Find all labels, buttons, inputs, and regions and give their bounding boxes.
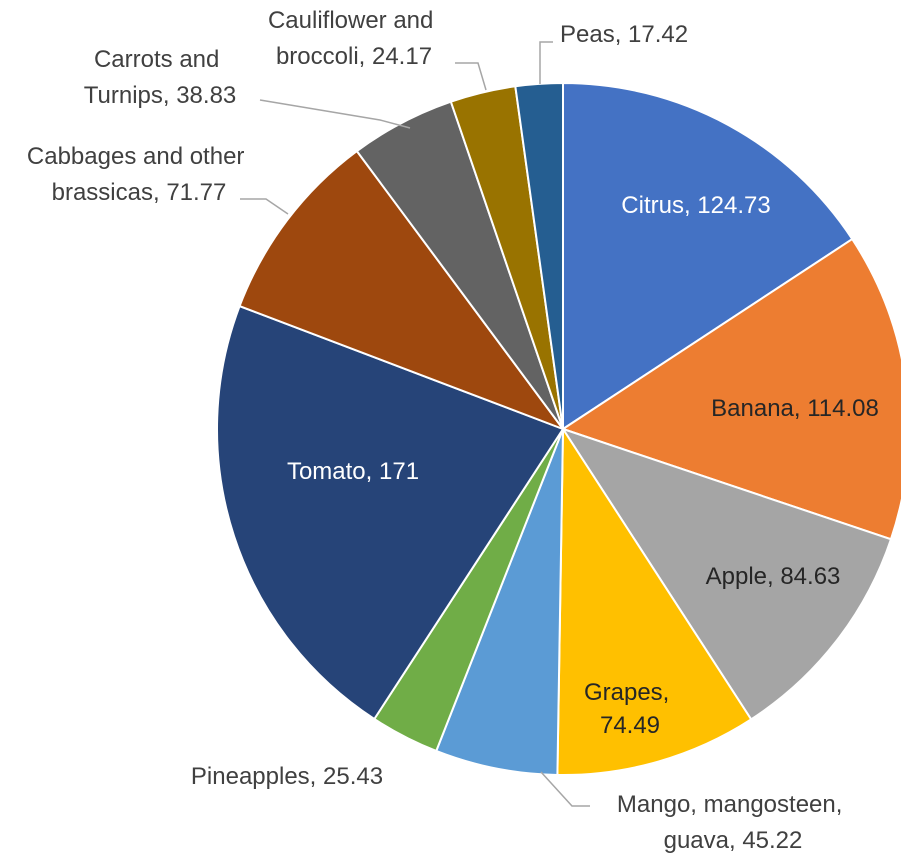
leader-line-cauliflower: [455, 62, 487, 91]
leader-line-cabbages: [240, 198, 289, 215]
data-labels: Citrus, 124.73 Banana, 114.08 Apple, 84.…: [27, 7, 879, 854]
label-mango: Mango, mangosteen, guava, 45.22: [617, 791, 849, 854]
pie-slice-peas: [514, 81, 564, 430]
label-tomato: Tomato, 171: [287, 458, 419, 485]
label-carrots: Carrots and Turnips, 38.83: [84, 46, 237, 109]
pie-slice-citrus: [562, 81, 854, 431]
label-citrus: Citrus, 124.73: [621, 192, 770, 219]
label-banana: Banana, 114.08: [711, 395, 879, 422]
pie-slice-grapes: [556, 425, 753, 776]
pie-slice-apple: [560, 427, 893, 721]
label-pineapples: Pineapples, 25.43: [191, 763, 383, 790]
label-peas: Peas, 17.42: [560, 21, 688, 48]
leader-line-mango: [540, 771, 590, 807]
leader-line-carrots: [259, 99, 411, 129]
pie-slice-banana: [560, 237, 901, 541]
label-cauliflower: Cauliflower and broccoli, 24.17: [268, 7, 440, 70]
pie-slices: [216, 81, 901, 776]
leader-line-peas: [539, 41, 553, 84]
pie-slice-cabbages-and-other-brassicas: [238, 149, 566, 432]
label-cabbages: Cabbages and other brassicas, 71.77: [27, 143, 251, 206]
pie-slice-mango-mangosteen-guava: [434, 428, 564, 776]
label-grapes: Grapes, 74.49: [584, 679, 676, 739]
pie-slice-tomato: [216, 304, 565, 721]
leader-lines: [240, 41, 590, 807]
label-apple: Apple, 84.63: [706, 563, 841, 590]
